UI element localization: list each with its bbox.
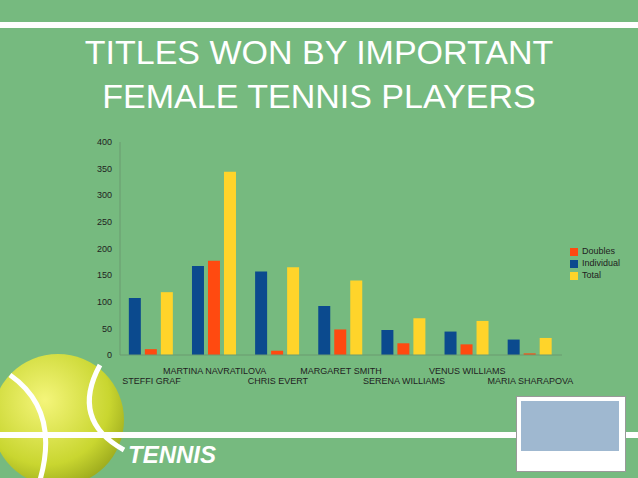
- html-text:Individual: Individual: [582, 258, 620, 268]
- svg-text:150: 150: [97, 270, 112, 280]
- svg-text:300: 300: [97, 190, 112, 200]
- svg-text:MARIA SHARAPOVA: MARIA SHARAPOVA: [487, 376, 573, 386]
- svg-text:400: 400: [97, 137, 112, 147]
- svg-text:STEFFI GRAF: STEFFI GRAF: [122, 376, 181, 386]
- svg-text:MARGARET SMITH: MARGARET SMITH: [300, 366, 381, 376]
- svg-text:350: 350: [97, 164, 112, 174]
- svg-text:200: 200: [97, 244, 112, 254]
- svg-text:50: 50: [102, 324, 112, 334]
- svg-text:MARTINA NAVRATILOVA: MARTINA NAVRATILOVA: [163, 366, 266, 376]
- html-text:Doubles: Doubles: [582, 246, 615, 256]
- html-text:TENNIS: TENNIS: [128, 441, 216, 468]
- svg-text:250: 250: [97, 217, 112, 227]
- svg-text:VENUS WILLIAMS: VENUS WILLIAMS: [429, 366, 506, 376]
- html-text:TITLES WON BY IMPORTANT FEMALE: TITLES WON BY IMPORTANT FEMALE TENNIS PL…: [84, 33, 554, 115]
- svg-text:0: 0: [107, 350, 112, 360]
- svg-text:SERENA WILLIAMS: SERENA WILLIAMS: [363, 376, 445, 386]
- svg-text:CHRIS EVERT: CHRIS EVERT: [248, 376, 309, 386]
- svg-text:100: 100: [97, 297, 112, 307]
- html-text:Total: Total: [582, 270, 601, 280]
